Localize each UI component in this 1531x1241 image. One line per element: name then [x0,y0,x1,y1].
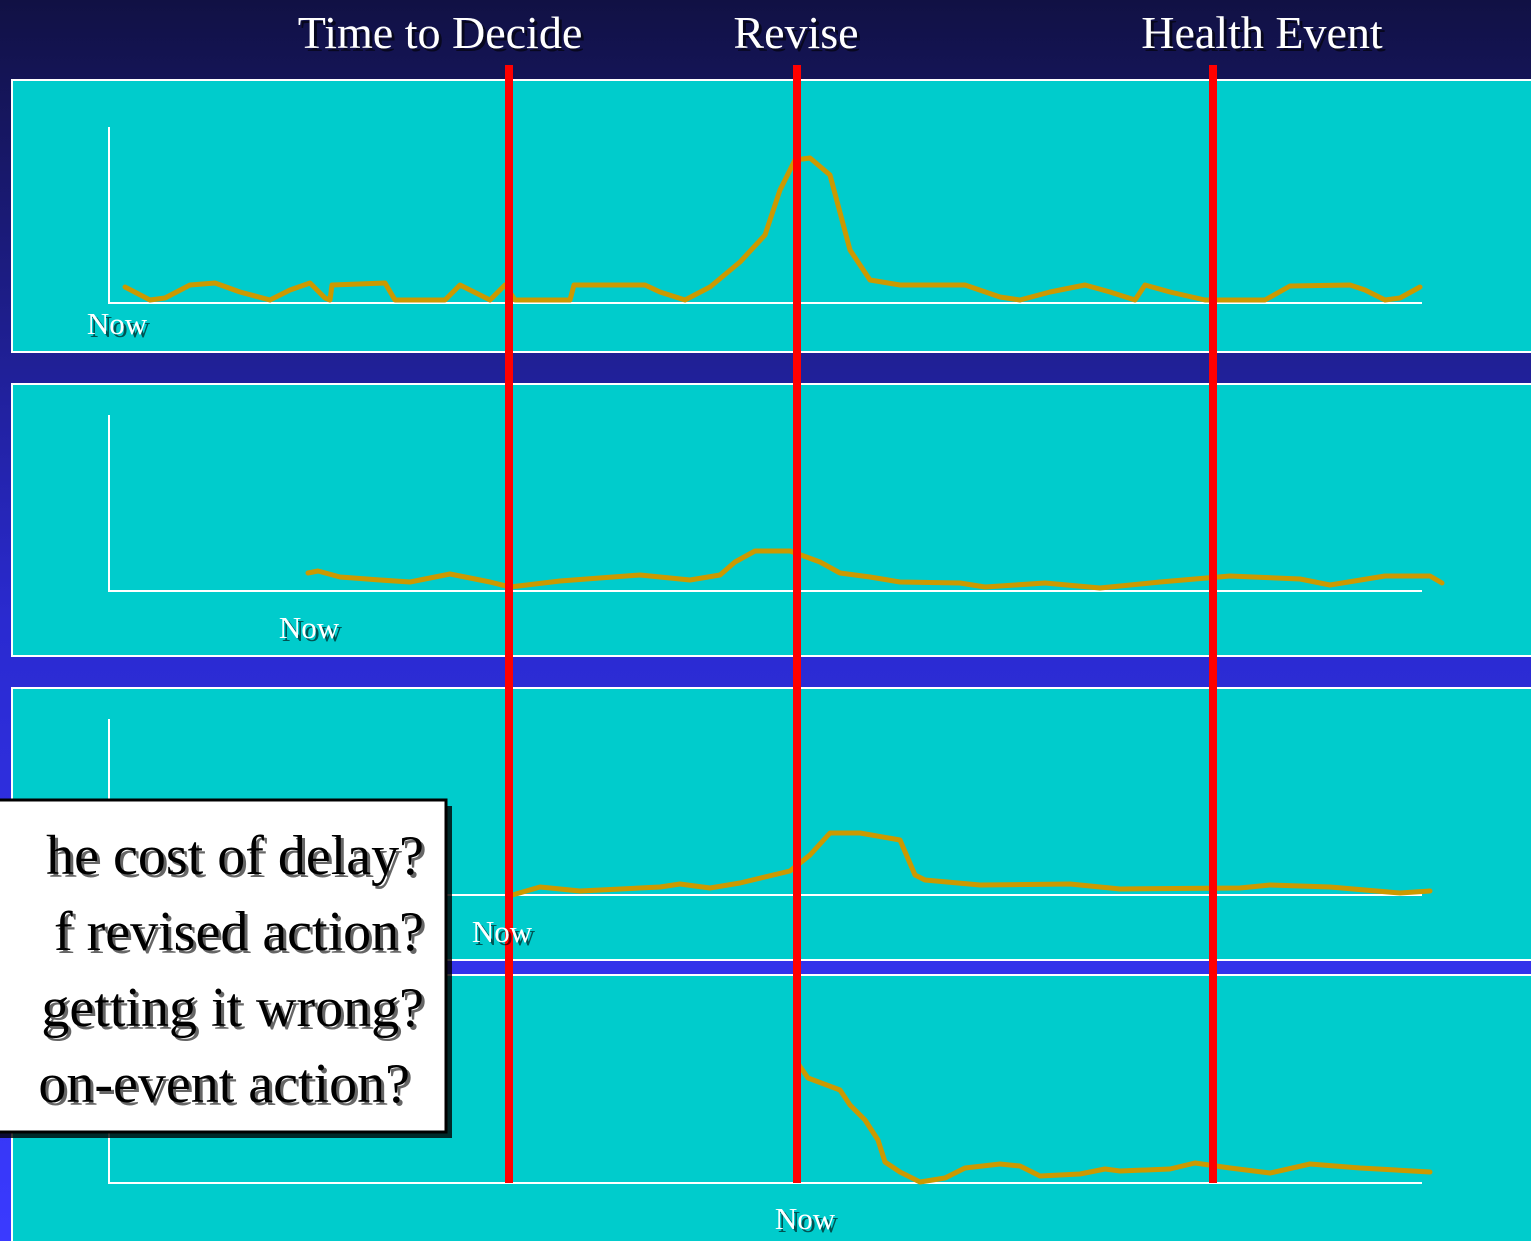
callout-box [0,798,448,1134]
header-label: Time to Decide [298,7,583,58]
axis [108,127,1422,304]
now-label: Now [279,610,340,645]
now-label: Now [775,1201,836,1236]
curve [122,155,1423,303]
curve [305,548,1445,591]
now-label: Now [472,914,533,949]
callout-line: getting it wrong? [41,977,424,1039]
panel [11,383,1531,657]
callout-line: he cost of delay? [46,825,424,887]
callout-line: on-event action? [38,1053,410,1115]
header-label: Health Event [1141,7,1383,58]
curve [506,830,1433,899]
header-label: Revise [733,7,858,58]
curve [796,1062,1433,1185]
callout-line: f revised action? [54,901,424,963]
axis [108,415,1422,592]
now-label: Now [87,306,148,341]
